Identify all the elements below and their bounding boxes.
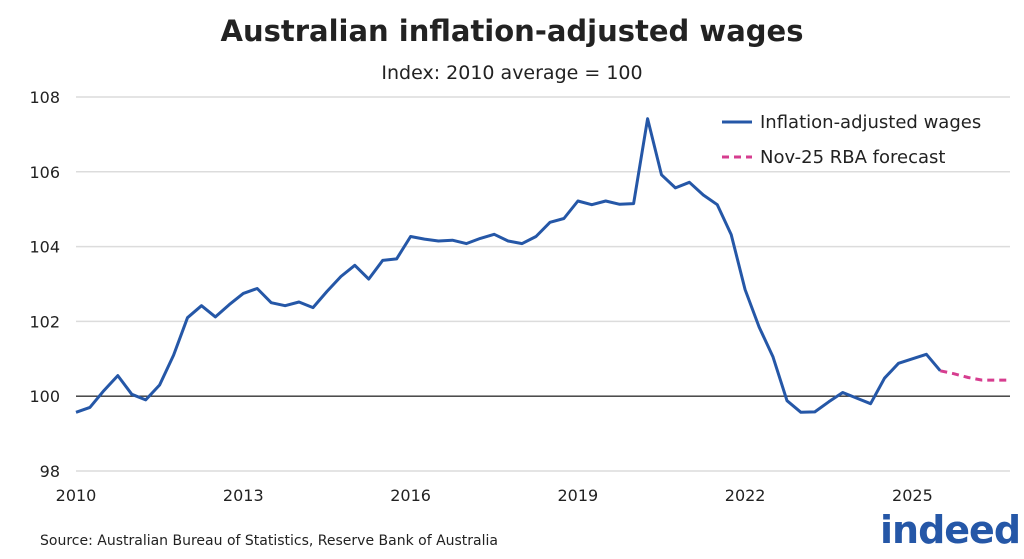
y-tick-label: 106 (29, 163, 60, 182)
source-note: Source: Australian Bureau of Statistics,… (40, 533, 498, 549)
legend-label: Nov-25 RBA forecast (760, 147, 945, 168)
x-tick-label: 2013 (223, 486, 264, 505)
y-tick-label: 108 (29, 88, 60, 107)
x-tick-label: 2016 (390, 486, 431, 505)
indeed-logo: indeed (880, 508, 1021, 552)
chart-subtitle: Index: 2010 average = 100 (381, 62, 643, 84)
y-tick-label: 104 (29, 238, 60, 257)
legend-label: Inflation-adjusted wages (760, 112, 981, 133)
chart-title: Australian inflation-adjusted wages (220, 14, 804, 48)
x-tick-label: 2019 (557, 486, 598, 505)
series-line-wages (75, 117, 942, 414)
y-tick-label: 102 (29, 312, 60, 331)
x-tick-label: 2022 (725, 486, 766, 505)
x-tick-label: 2010 (56, 486, 97, 505)
x-tick-label: 2025 (892, 486, 933, 505)
series-line-forecast (939, 369, 1010, 382)
y-tick-label: 100 (29, 387, 60, 406)
y-tick-label: 98 (40, 462, 60, 481)
